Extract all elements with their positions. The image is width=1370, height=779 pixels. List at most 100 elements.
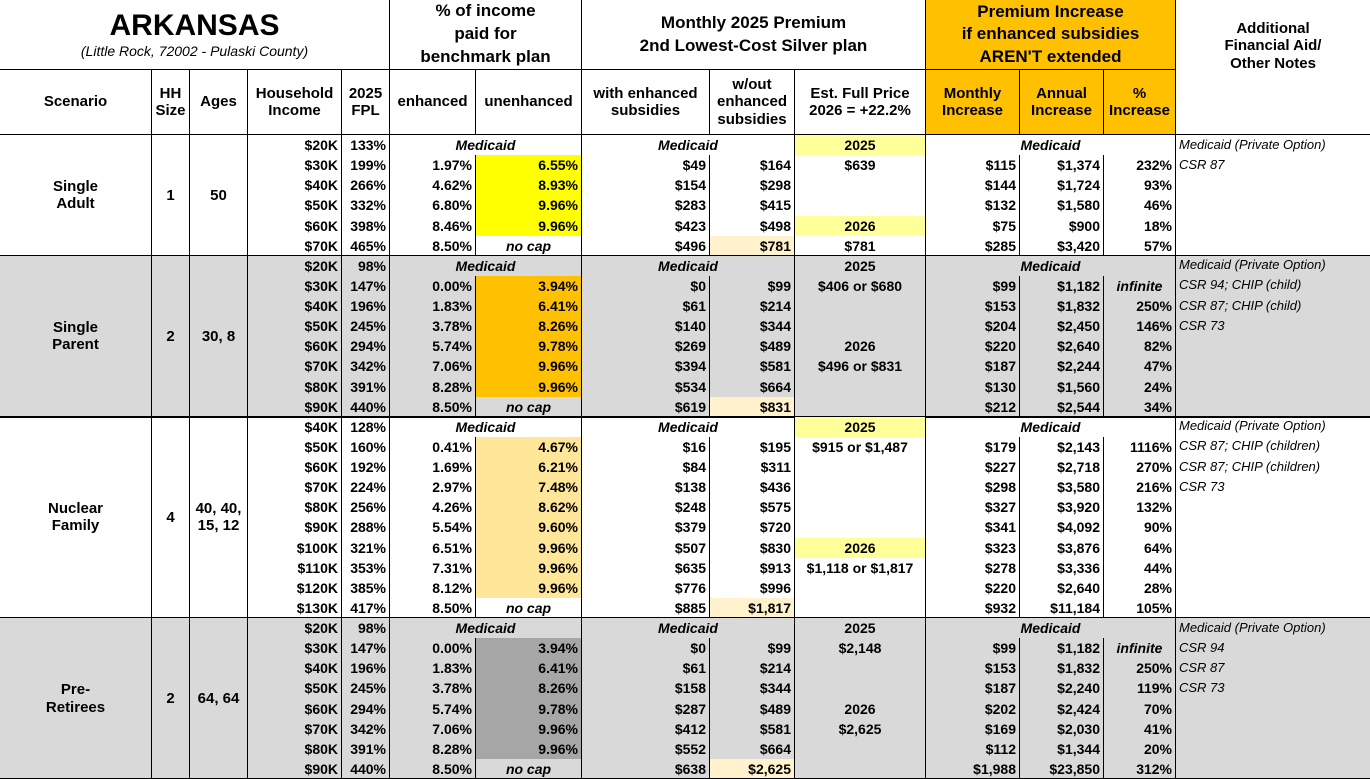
monthly-cell: $220 bbox=[926, 577, 1020, 598]
unenhanced-cell: 3.94% bbox=[476, 638, 582, 659]
enhanced-cell: 7.31% bbox=[390, 557, 476, 578]
empty-cell bbox=[1176, 538, 1370, 558]
empty-cell bbox=[1176, 718, 1370, 739]
without-cell: $2,625 bbox=[710, 758, 795, 779]
with-cell: $140 bbox=[582, 316, 710, 337]
est-cell: $915 or $1,487 bbox=[795, 436, 926, 457]
annual-cell: $1,560 bbox=[1020, 376, 1104, 397]
increase-cell: 34% bbox=[1104, 396, 1176, 417]
without-cell: $581 bbox=[710, 356, 795, 377]
fpl-cell: 417% bbox=[342, 597, 390, 618]
with-cell: $619 bbox=[582, 396, 710, 417]
enhanced-cell: 5.74% bbox=[390, 336, 476, 357]
monthly-cell: $202 bbox=[926, 698, 1020, 719]
with-cell: $776 bbox=[582, 577, 710, 598]
increase-cell: 1116% bbox=[1104, 436, 1176, 457]
increase-cell: 20% bbox=[1104, 738, 1176, 759]
medicaid-label: Medicaid bbox=[582, 618, 795, 639]
enhanced-cell: 7.06% bbox=[390, 718, 476, 739]
annual-cell: $2,544 bbox=[1020, 396, 1104, 417]
unenhanced-cell: 9.78% bbox=[476, 336, 582, 357]
annual-cell: $2,424 bbox=[1020, 698, 1104, 719]
without-cell: $99 bbox=[710, 275, 795, 296]
column-header: Household Income bbox=[248, 70, 342, 135]
annual-cell: $3,920 bbox=[1020, 497, 1104, 518]
note-cell: Medicaid (Private Option) bbox=[1176, 255, 1370, 276]
increase-cell: 250% bbox=[1104, 658, 1176, 679]
hh-size: 2 bbox=[152, 618, 190, 779]
notes-header: Additional Financial Aid/ Other Notes bbox=[1176, 0, 1370, 135]
unenhanced-cell: 9.96% bbox=[476, 738, 582, 759]
increase-cell: 47% bbox=[1104, 356, 1176, 377]
fpl-cell: 245% bbox=[342, 316, 390, 337]
unenhanced-cell: 9.96% bbox=[476, 356, 582, 377]
fpl-cell: 342% bbox=[342, 356, 390, 377]
enhanced-cell: 8.28% bbox=[390, 738, 476, 759]
enhanced-cell: 8.12% bbox=[390, 577, 476, 598]
with-cell: $16 bbox=[582, 436, 710, 457]
note-cell: CSR 94; CHIP (child) bbox=[1176, 275, 1370, 296]
enhanced-cell: 8.28% bbox=[390, 376, 476, 397]
without-cell: $664 bbox=[710, 738, 795, 759]
increase-cell: 46% bbox=[1104, 195, 1176, 216]
column-header: Monthly Increase bbox=[926, 70, 1020, 135]
fpl-cell: 294% bbox=[342, 336, 390, 357]
fpl-cell: 398% bbox=[342, 215, 390, 236]
income-cell: $80K bbox=[248, 497, 342, 518]
fpl-cell: 342% bbox=[342, 718, 390, 739]
est-cell: $781 bbox=[795, 235, 926, 256]
annual-cell: $2,030 bbox=[1020, 718, 1104, 739]
empty-cell bbox=[795, 517, 926, 538]
note-cell: CSR 73 bbox=[1176, 678, 1370, 699]
unenhanced-cell: 9.96% bbox=[476, 376, 582, 397]
monthly-cell: $99 bbox=[926, 275, 1020, 296]
annual-cell: $1,580 bbox=[1020, 195, 1104, 216]
medicaid-label: Medicaid bbox=[926, 618, 1176, 639]
enhanced-cell: 1.83% bbox=[390, 658, 476, 679]
fpl-cell: 196% bbox=[342, 658, 390, 679]
enhanced-cell: 0.00% bbox=[390, 275, 476, 296]
with-cell: $283 bbox=[582, 195, 710, 216]
with-cell: $154 bbox=[582, 175, 710, 196]
with-cell: $0 bbox=[582, 638, 710, 659]
income-cell: $50K bbox=[248, 436, 342, 457]
income-cell: $80K bbox=[248, 738, 342, 759]
empty-cell bbox=[1176, 356, 1370, 377]
fpl-cell: 353% bbox=[342, 557, 390, 578]
without-cell: $415 bbox=[710, 195, 795, 216]
enhanced-cell: 3.78% bbox=[390, 316, 476, 337]
annual-cell: $2,244 bbox=[1020, 356, 1104, 377]
empty-cell bbox=[795, 195, 926, 216]
column-header: Scenario bbox=[0, 70, 152, 135]
enhanced-cell: 7.06% bbox=[390, 356, 476, 377]
with-cell: $158 bbox=[582, 678, 710, 699]
fpl-cell: 288% bbox=[342, 517, 390, 538]
ages: 40, 40, 15, 12 bbox=[190, 416, 248, 618]
without-cell: $1,817 bbox=[710, 597, 795, 618]
without-cell: $720 bbox=[710, 517, 795, 538]
fpl-cell: 224% bbox=[342, 477, 390, 498]
with-cell: $534 bbox=[582, 376, 710, 397]
unenhanced-cell: 8.62% bbox=[476, 497, 582, 518]
annual-cell: $3,336 bbox=[1020, 557, 1104, 578]
without-cell: $489 bbox=[710, 698, 795, 719]
column-header: w/out enhanced subsidies bbox=[710, 70, 795, 135]
without-cell: $311 bbox=[710, 457, 795, 478]
monthly-cell: $323 bbox=[926, 537, 1020, 558]
increase-cell: infinite bbox=[1104, 638, 1176, 659]
with-cell: $61 bbox=[582, 296, 710, 317]
without-cell: $214 bbox=[710, 296, 795, 317]
unenhanced-cell: 6.41% bbox=[476, 296, 582, 317]
empty-cell bbox=[795, 457, 926, 478]
no-cap-cell: no cap bbox=[476, 396, 582, 417]
monthly-cell: $285 bbox=[926, 235, 1020, 256]
ages: 64, 64 bbox=[190, 618, 248, 779]
empty-cell bbox=[795, 477, 926, 498]
annual-cell: $1,182 bbox=[1020, 638, 1104, 659]
annual-cell: $1,182 bbox=[1020, 275, 1104, 296]
group-header: % of income paid for benchmark plan bbox=[390, 0, 582, 70]
empty-cell bbox=[1176, 738, 1370, 759]
enhanced-cell: 8.50% bbox=[390, 235, 476, 256]
without-cell: $498 bbox=[710, 215, 795, 236]
